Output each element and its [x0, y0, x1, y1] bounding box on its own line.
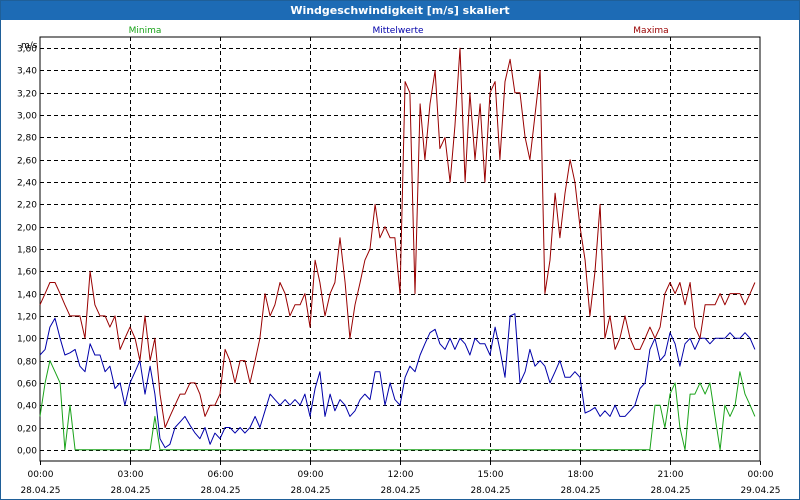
y-tick-label: 1,20: [17, 313, 37, 323]
y-tick-label: 1,80: [17, 246, 37, 256]
x-tick-date: 28.04.25: [560, 486, 600, 496]
x-tick-time: 21:00: [658, 470, 684, 480]
y-tick-label: 2,60: [17, 157, 37, 167]
x-tick-date: 28.04.25: [110, 486, 150, 496]
x-tick-date: 28.04.25: [290, 486, 330, 496]
y-tick-label: 3,00: [17, 112, 37, 122]
y-tick-label: 1,40: [17, 291, 37, 301]
legend-minima: Minima: [129, 26, 162, 36]
y-tick-label: 1,60: [17, 268, 37, 278]
y-tick-label: 2,20: [17, 201, 37, 211]
series-line-max: [39, 47, 756, 428]
y-tick-label: 0,20: [17, 425, 37, 435]
y-tick-label: 3,40: [17, 67, 37, 77]
y-tick-label: 2,80: [17, 134, 37, 144]
x-tick-time: 12:00: [388, 470, 414, 480]
x-tick-time: 15:00: [478, 470, 504, 480]
y-tick-label: 0,00: [17, 447, 37, 457]
x-tick-time: 06:00: [208, 470, 234, 480]
x-tick-date: 28.04.25: [20, 486, 60, 496]
x-tick-time: 18:00: [568, 470, 594, 480]
legend-maxima: Maxima: [633, 26, 668, 36]
y-axis-unit: m/s: [21, 41, 38, 51]
x-axis-ticks: 00:00 28.04.25 03:00 28.04.25 06:00 28.04.25 0…: [20, 461, 781, 496]
x-tick-date: 28.04.25: [650, 486, 690, 496]
y-tick-label: 0,60: [17, 380, 37, 390]
y-tick-label: 2,40: [17, 179, 37, 189]
x-tick-date: 28.04.25: [200, 486, 240, 496]
legend-mittelwerte: Mittelwerte: [372, 26, 423, 36]
y-tick-label: 2,00: [17, 224, 37, 234]
x-tick-time: 09:00: [298, 470, 324, 480]
x-tick-date: 28.04.25: [380, 486, 420, 496]
series-line-min: [39, 360, 756, 451]
y-tick-label: 0,40: [17, 402, 37, 412]
x-tick-time: 00:00: [748, 470, 774, 480]
x-tick-date: 28.04.25: [470, 486, 510, 496]
y-tick-label: 3,20: [17, 90, 37, 100]
y-tick-label: 3,60: [17, 45, 37, 55]
y-tick-label: 1,00: [17, 335, 37, 345]
x-tick-time: 00:00: [28, 470, 54, 480]
x-tick-time: 03:00: [118, 470, 144, 480]
series-lines: [39, 47, 756, 451]
window-title: Windgeschwindigkeit [m/s] skaliert: [1, 1, 799, 20]
series-line-avg: [39, 313, 756, 449]
y-tick-label: 0,80: [17, 358, 37, 368]
y-axis-ticks: 0,00 0,20 0,40 0,60 0,80 1,00 1,20 1,40 1,60 1,80…: [17, 45, 37, 457]
x-tick-date: 29.04.25: [740, 486, 780, 496]
